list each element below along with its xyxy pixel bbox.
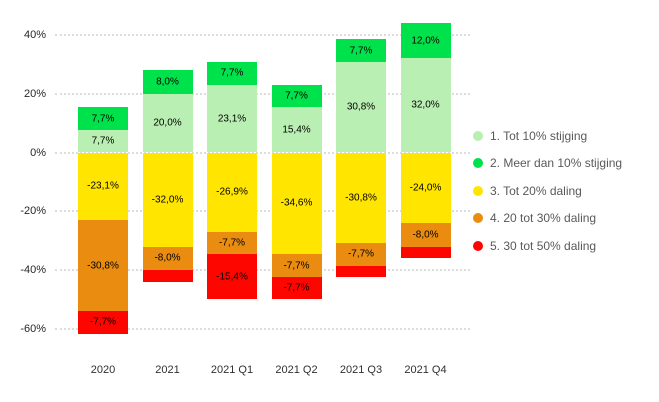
y-axis-tick-label: 20% (23, 87, 46, 100)
gridline (55, 327, 470, 330)
legend-item: 3. Tot 20% daling (473, 177, 622, 205)
bar-segment: -8,0% (400, 223, 451, 247)
x-axis-label: 2021 (155, 364, 180, 376)
bar-segment: 7,7% (78, 107, 128, 130)
bar-segment-label: 20,0% (153, 117, 182, 129)
bar-segment-label: -7,7% (347, 248, 375, 260)
gridline (55, 210, 470, 213)
bar-segment: 23,1% (207, 84, 257, 153)
y-axis-tick-label: 40% (23, 28, 46, 41)
bar-segment-label: -24,0% (409, 182, 442, 194)
bar-segment-label: -32,0% (151, 194, 184, 206)
bar-segment-label: -7,7% (283, 260, 310, 272)
legend-swatch-icon (473, 158, 483, 169)
legend-swatch-icon (473, 240, 483, 251)
bar-segment: 7,7% (271, 84, 322, 108)
bar-segment-label: 23,1% (217, 113, 247, 125)
legend-item-label: 1. Tot 10% stijging (490, 128, 588, 143)
bar-segment: -7,7% (207, 231, 257, 255)
legend-item: 5. 30 tot 50% daling (473, 232, 622, 260)
bar-segment-label: -23,1% (87, 180, 119, 192)
bar-segment: 8,0% (142, 70, 193, 94)
bar-segment: -26,9% (207, 152, 257, 232)
legend-item: 4. 20 tot 30% daling (473, 205, 622, 233)
gridline (55, 269, 470, 272)
bar-segment: -7,7% (271, 276, 322, 300)
bar-segment: 7,7% (78, 129, 128, 153)
bar-segment: -15,4% (207, 254, 257, 300)
bar-segment: 7,7% (336, 39, 386, 62)
legend-item-label: 5. 30 tot 50% daling (490, 238, 597, 253)
x-axis-label: 2021 Q3 (339, 364, 383, 376)
bar-segment: -8,0% (142, 246, 193, 271)
legend-item: 1. Tot 10% stijging (473, 122, 622, 150)
legend-swatch-icon (473, 130, 483, 141)
bar-segment-label: 7,7% (349, 45, 373, 57)
bar-segment: 30,8% (336, 61, 386, 153)
x-axis-label: 2021 Q2 (275, 364, 318, 376)
bar-segment: 20,0% (142, 93, 193, 153)
bar-segment: -24,0% (400, 152, 451, 224)
legend-item: 2. Meer dan 10% stijging (473, 150, 622, 178)
bar-segment: -7,7% (271, 254, 322, 277)
bar-segment-label: 12,0% (411, 35, 440, 47)
bar-segment-label: -30,8% (345, 192, 377, 204)
legend-item-label: 3. Tot 20% daling (490, 183, 582, 198)
bar-segment (142, 270, 193, 282)
x-axis-label: 2021 Q1 (210, 364, 254, 376)
bar-segment-label: 32,0% (411, 99, 440, 111)
bar-segment (400, 246, 451, 259)
bar-segment-label: 7,7% (91, 135, 115, 147)
bar-segment (336, 265, 386, 277)
bar-segment-label: -7,7% (89, 316, 117, 328)
bar-segment: 15,4% (271, 107, 322, 153)
bar-segment: -7,7% (336, 243, 386, 266)
y-axis-tick-label: -60% (20, 322, 46, 335)
bar-segment-label: 30,8% (346, 101, 376, 113)
bar-segment-label: 7,7% (220, 67, 244, 79)
bar-segment-label: -34,6% (280, 197, 313, 209)
gridline (55, 33, 470, 36)
bar-segment-label: -30,8% (87, 260, 119, 272)
bar-segment-label: -26,9% (216, 186, 248, 198)
bar-segment: 12,0% (400, 23, 451, 59)
bar-segment-label: -7,7% (218, 237, 246, 249)
bar-segment-label: -15,4% (216, 271, 248, 283)
legend-item-label: 2. Meer dan 10% stijging (490, 156, 623, 171)
bar-segment-label: 7,7% (285, 90, 308, 102)
bar-segment: -30,8% (78, 220, 128, 311)
bar-segment-label: 8,0% (156, 76, 179, 88)
y-axis-tick-label: 0% (30, 146, 46, 159)
bar-segment-label: 15,4% (282, 124, 311, 136)
x-axis-label: 2021 Q4 (404, 364, 447, 376)
chart-legend: 1. Tot 10% stijging 2. Meer dan 10% stijg… (473, 122, 622, 260)
y-axis-tick-label: -40% (20, 264, 46, 277)
bar-segment: -34,6% (271, 152, 322, 255)
bar-segment-label: -8,0% (154, 252, 181, 264)
bar-segment: -30,8% (336, 152, 386, 244)
legend-item-label: 4. 20 tot 30% daling (490, 211, 597, 226)
bar-segment: 7,7% (207, 61, 257, 85)
x-axis-label: 2020 (90, 364, 116, 376)
bar-segment: -32,0% (142, 152, 193, 247)
bar-segment: 32,0% (400, 58, 451, 153)
bar-segment: -7,7% (78, 310, 128, 334)
bar-segment: -23,1% (78, 152, 128, 221)
legend-swatch-icon (473, 185, 483, 196)
gridline (55, 92, 470, 95)
bar-segment-label: 7,7% (91, 113, 115, 125)
gridline (55, 151, 470, 154)
legend-swatch-icon (473, 213, 483, 224)
bar-segment-label: -8,0% (412, 229, 439, 241)
y-axis-tick-label: -20% (20, 205, 46, 218)
bar-segment-label: -7,7% (283, 282, 310, 294)
